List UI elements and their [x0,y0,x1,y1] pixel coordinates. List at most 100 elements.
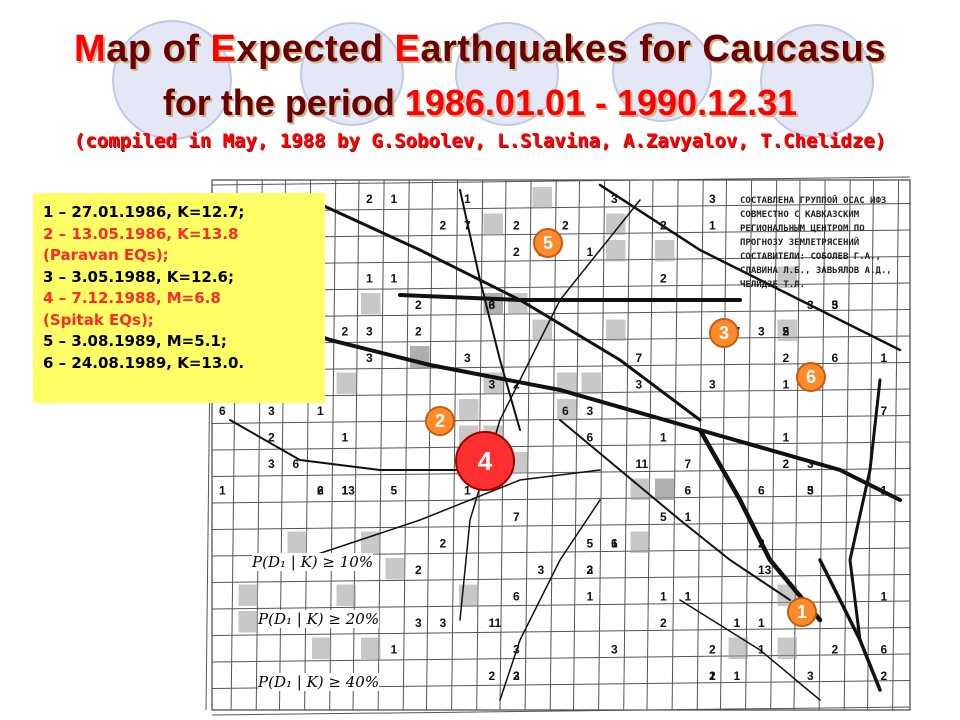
fault-line [598,183,902,352]
grid-line-horizontal [211,706,911,716]
map-cell-number: 3 [611,643,618,657]
hatched-cell [777,319,797,341]
legend-line-6: (Spitak EQs); [43,310,154,329]
map-cell-number: 1 [758,616,765,630]
map-cell-number: 3 [709,192,716,206]
map-cell-number: 2 [881,669,888,683]
map-note-line: СОСТАВЛЕНА ГРУППОЙ ОСАС ИФЗ [740,194,886,206]
fault-line [398,293,742,302]
map-cell-number: 3 [538,563,545,577]
map-note-line: СОСТАВИТЕЛИ: СОБОЛЕВ Г.А., [740,252,881,262]
map-cell-number: 13 [342,484,356,498]
grid-line-vertical [377,179,385,711]
map-cell-number: 3 [636,378,643,392]
map-cell-number: 3 [807,298,814,312]
map-cell-number: 1 [881,484,888,498]
fault-line [459,199,641,621]
map-cell-number: 2 [440,219,447,233]
hatched-cell [361,531,381,553]
map-cell-number: 1 [734,669,741,683]
earthquake-marker-5[interactable]: 5 [533,228,563,258]
grid-line-vertical [843,179,851,711]
grid-line-horizontal [211,176,911,186]
map-cell-number: 3 [832,298,839,312]
map-cell-number: 6 [758,484,765,498]
map-cell-number: 13 [758,563,772,577]
map-cell-number: 2 [513,669,520,683]
map-cell-number: 2 [489,669,496,683]
hatched-cell [385,558,405,580]
grid-line-vertical [892,179,900,711]
map-cell-number: 3 [268,404,275,418]
map-cell-number: 6 [685,484,692,498]
map-cell-number: 6 [219,404,226,418]
earthquake-marker-1[interactable]: 1 [787,597,817,627]
hatched-cell [361,293,381,315]
grid-line-vertical [696,179,704,711]
map-cell-number: 7 [881,404,888,418]
map-author-note: СОСТАВЛЕНА ГРУППОЙ ОСАС ИФЗ СОВМЕСТНО С К… [740,194,892,290]
hatched-cell [336,372,356,394]
legend-line-8: 6 – 24.08.1989, K=13.0. [43,353,245,372]
map-cell-number: 6 [293,457,300,471]
hatched-cell [777,637,797,659]
map-cell-number: 2 [709,643,716,657]
hatched-cell [483,213,503,235]
map-cell-number: 1 [709,669,716,683]
map-cell-number: 2 [342,325,349,339]
hatched-cell [606,319,626,341]
map-cell-number: 1 [391,192,398,206]
decor-circle-1 [112,20,232,140]
map-cell-number: 2 [587,563,594,577]
map-cell-number: 3 [807,484,814,498]
map-cell-number: 5 [832,298,839,312]
map-cell-number: 11 [636,457,649,471]
map-cell-number: 7 [513,510,520,524]
legend-line-2: 2 – 13.05.1986, K=13.8 [43,224,239,243]
map-cell-number: 2 [415,298,422,312]
map-cell-number: 1 [587,590,594,604]
probability-legend-40: P(D₁ | K) ≥ 40% [258,673,380,691]
map-title-credits: (compiled in May, 1988 by G.Sobolev, L.S… [73,130,887,152]
grid-line-horizontal [211,574,911,583]
grid-line-vertical [720,179,727,711]
map-cell-number: 1 [881,590,888,604]
map-note-line: ПРОГНОЗУ ЗЕМЛЕТРЯСЕНИЙ [740,236,859,248]
map-cell-number: 6 [611,537,618,551]
fault-line [299,469,601,561]
hatched-cell [655,478,675,500]
hatched-cell [606,240,626,262]
map-note-line: СОВМЕСТНО С КАВКАЗСКИМ [740,210,860,220]
hatched-cell [312,637,332,659]
earthquake-marker-2[interactable]: 2 [425,406,455,436]
map-cell-number: 2 [513,219,520,233]
hatched-cell [238,611,258,633]
map-title-line-1: Map of Expected Earthquakes for Caucasus [74,28,886,70]
map-cell-number: 3 [611,192,618,206]
map-cell-number: 1 [734,616,741,630]
earthquake-marker-4[interactable]: 4 [455,431,515,491]
map-cell-number: 2 [415,563,422,577]
grid-line-vertical [867,179,874,711]
map-cell-number: 2 [832,643,839,657]
map-cell-number: 2 [562,219,569,233]
map-cell-number: 2 [709,669,716,683]
grid-line-vertical [524,179,532,711]
map-cell-number: 7 [464,219,471,233]
grid-line-horizontal [211,229,911,239]
earthquake-marker-6[interactable]: 6 [796,362,826,392]
probability-legend-10: P(D₁ | K) ≥ 10% [252,553,374,571]
map-cell-number: 6 [317,484,324,498]
map-cell-number: 3 [587,563,594,577]
grid-line-vertical [770,179,778,711]
map-cell-number: 6 [513,590,520,604]
map-cell-number: 2 [268,431,275,445]
earthquake-marker-3[interactable]: 3 [709,318,739,348]
map-cell-number: 1 [317,404,324,418]
map-cell-number: 3 [807,669,814,683]
hatched-cell [557,399,577,421]
fault-line [459,189,521,431]
map-cell-number: 3 [366,325,373,339]
map-cell-number: 3 [464,351,471,365]
